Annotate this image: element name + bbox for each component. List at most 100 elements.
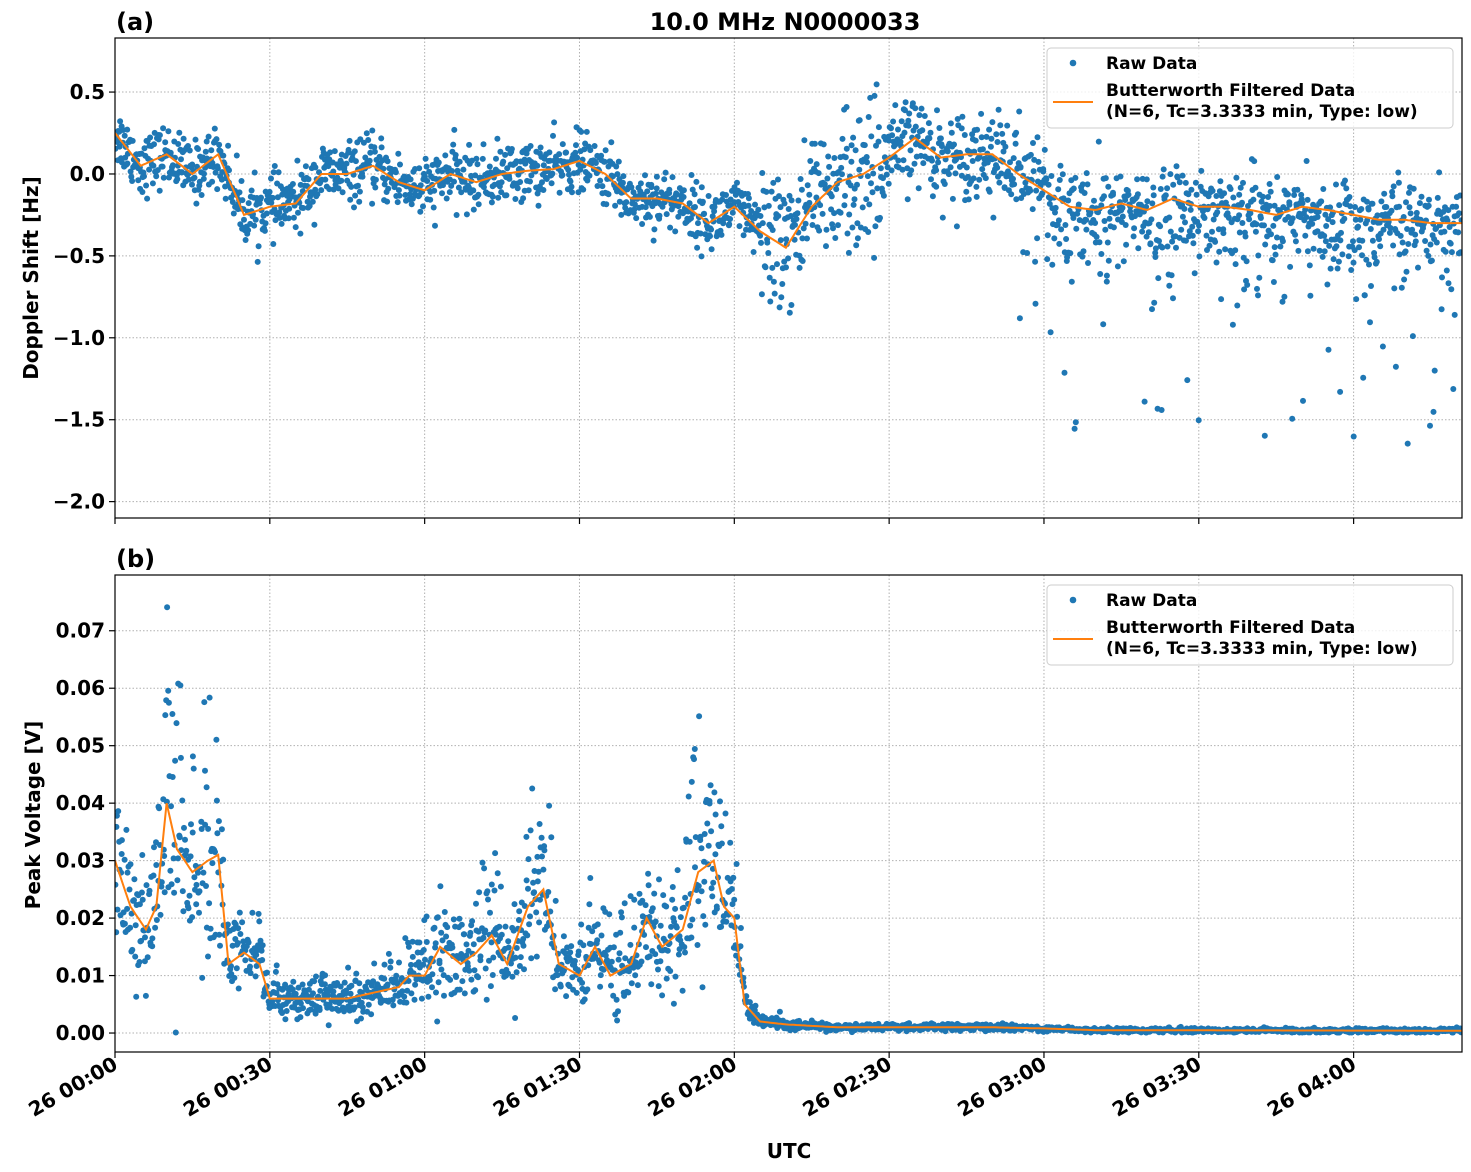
raw-point: [1217, 178, 1224, 185]
raw-point: [550, 132, 556, 139]
raw-point: [341, 979, 348, 986]
raw-point: [222, 195, 229, 202]
raw-point: [153, 917, 160, 923]
legend-filtered-label-1: Butterworth Filtered Data: [1106, 81, 1355, 101]
raw-point: [1307, 292, 1314, 299]
raw-point: [798, 186, 805, 193]
raw-point: [290, 978, 297, 985]
raw-point: [933, 167, 940, 174]
raw-point: [697, 230, 704, 237]
raw-point: [905, 122, 912, 129]
raw-point: [915, 185, 922, 192]
raw-point: [136, 959, 143, 965]
raw-point: [1270, 279, 1277, 285]
raw-point: [127, 924, 134, 931]
raw-point: [322, 176, 329, 183]
raw-point: [1391, 285, 1398, 292]
raw-point: [869, 189, 876, 196]
raw-point: [727, 216, 734, 222]
raw-point: [701, 831, 708, 837]
raw-point: [1063, 236, 1070, 242]
raw-point: [533, 909, 540, 916]
raw-point: [1110, 224, 1117, 231]
raw-point: [165, 687, 172, 694]
raw-point: [290, 214, 297, 221]
raw-point: [1210, 216, 1217, 223]
raw-point: [1240, 179, 1246, 186]
raw-point: [169, 774, 176, 780]
raw-point: [142, 934, 148, 941]
raw-point: [431, 924, 438, 931]
raw-point: [1122, 222, 1129, 228]
raw-point: [895, 157, 902, 164]
raw-point: [587, 875, 594, 881]
raw-point: [854, 220, 861, 227]
raw-point: [174, 176, 181, 183]
raw-point: [160, 174, 167, 181]
raw-point: [185, 905, 192, 912]
raw-point: [574, 154, 581, 161]
raw-point: [446, 189, 453, 196]
raw-point: [999, 130, 1006, 137]
raw-point: [450, 141, 457, 148]
raw-point: [628, 184, 635, 191]
raw-point: [897, 138, 904, 145]
raw-point: [1027, 151, 1034, 158]
raw-point: [217, 942, 223, 949]
raw-point: [842, 192, 848, 199]
raw-point: [831, 210, 838, 217]
raw-point: [1268, 231, 1274, 238]
raw-point: [1292, 231, 1299, 238]
raw-point: [617, 929, 624, 936]
raw-point: [1079, 253, 1086, 260]
raw-point: [1243, 258, 1250, 265]
raw-point: [174, 877, 181, 884]
raw-point: [767, 298, 774, 305]
raw-point: [282, 981, 289, 988]
raw-point: [455, 184, 462, 191]
raw-point: [653, 173, 660, 180]
raw-point: [421, 173, 428, 180]
raw-point: [1306, 262, 1313, 269]
raw-point: [1039, 190, 1046, 197]
raw-point: [237, 221, 244, 228]
raw-point: [1095, 138, 1102, 145]
raw-point: [718, 923, 725, 930]
raw-point: [476, 889, 483, 896]
raw-point: [270, 241, 277, 247]
raw-point: [758, 239, 764, 246]
raw-point: [385, 950, 392, 957]
raw-point: [935, 159, 942, 166]
raw-point: [567, 949, 574, 956]
raw-point: [979, 166, 986, 173]
raw-point: [1286, 201, 1293, 208]
raw-point: [620, 173, 627, 180]
raw-point: [405, 943, 412, 950]
raw-point: [234, 940, 241, 946]
raw-point: [1300, 397, 1306, 404]
raw-point: [872, 223, 879, 230]
x-tick-label: 26 04:00: [1263, 1052, 1360, 1122]
legend-raw-marker: [1069, 59, 1077, 67]
raw-point: [417, 182, 424, 189]
raw-point: [149, 180, 156, 187]
raw-point: [548, 180, 555, 187]
raw-point: [1188, 186, 1195, 193]
raw-point: [1270, 222, 1277, 229]
raw-point: [1373, 258, 1380, 265]
raw-point: [877, 165, 884, 172]
raw-point: [652, 190, 659, 197]
raw-point: [1319, 253, 1326, 260]
raw-point: [1234, 302, 1241, 309]
raw-point: [847, 182, 854, 189]
raw-point: [1442, 248, 1449, 255]
raw-point: [1247, 210, 1254, 217]
raw-point: [193, 200, 200, 207]
raw-point: [637, 180, 644, 187]
raw-point: [456, 915, 463, 922]
raw-point: [682, 894, 689, 901]
raw-point: [372, 176, 379, 183]
raw-point: [1229, 321, 1236, 328]
raw-point: [866, 201, 873, 208]
raw-point: [144, 195, 151, 202]
